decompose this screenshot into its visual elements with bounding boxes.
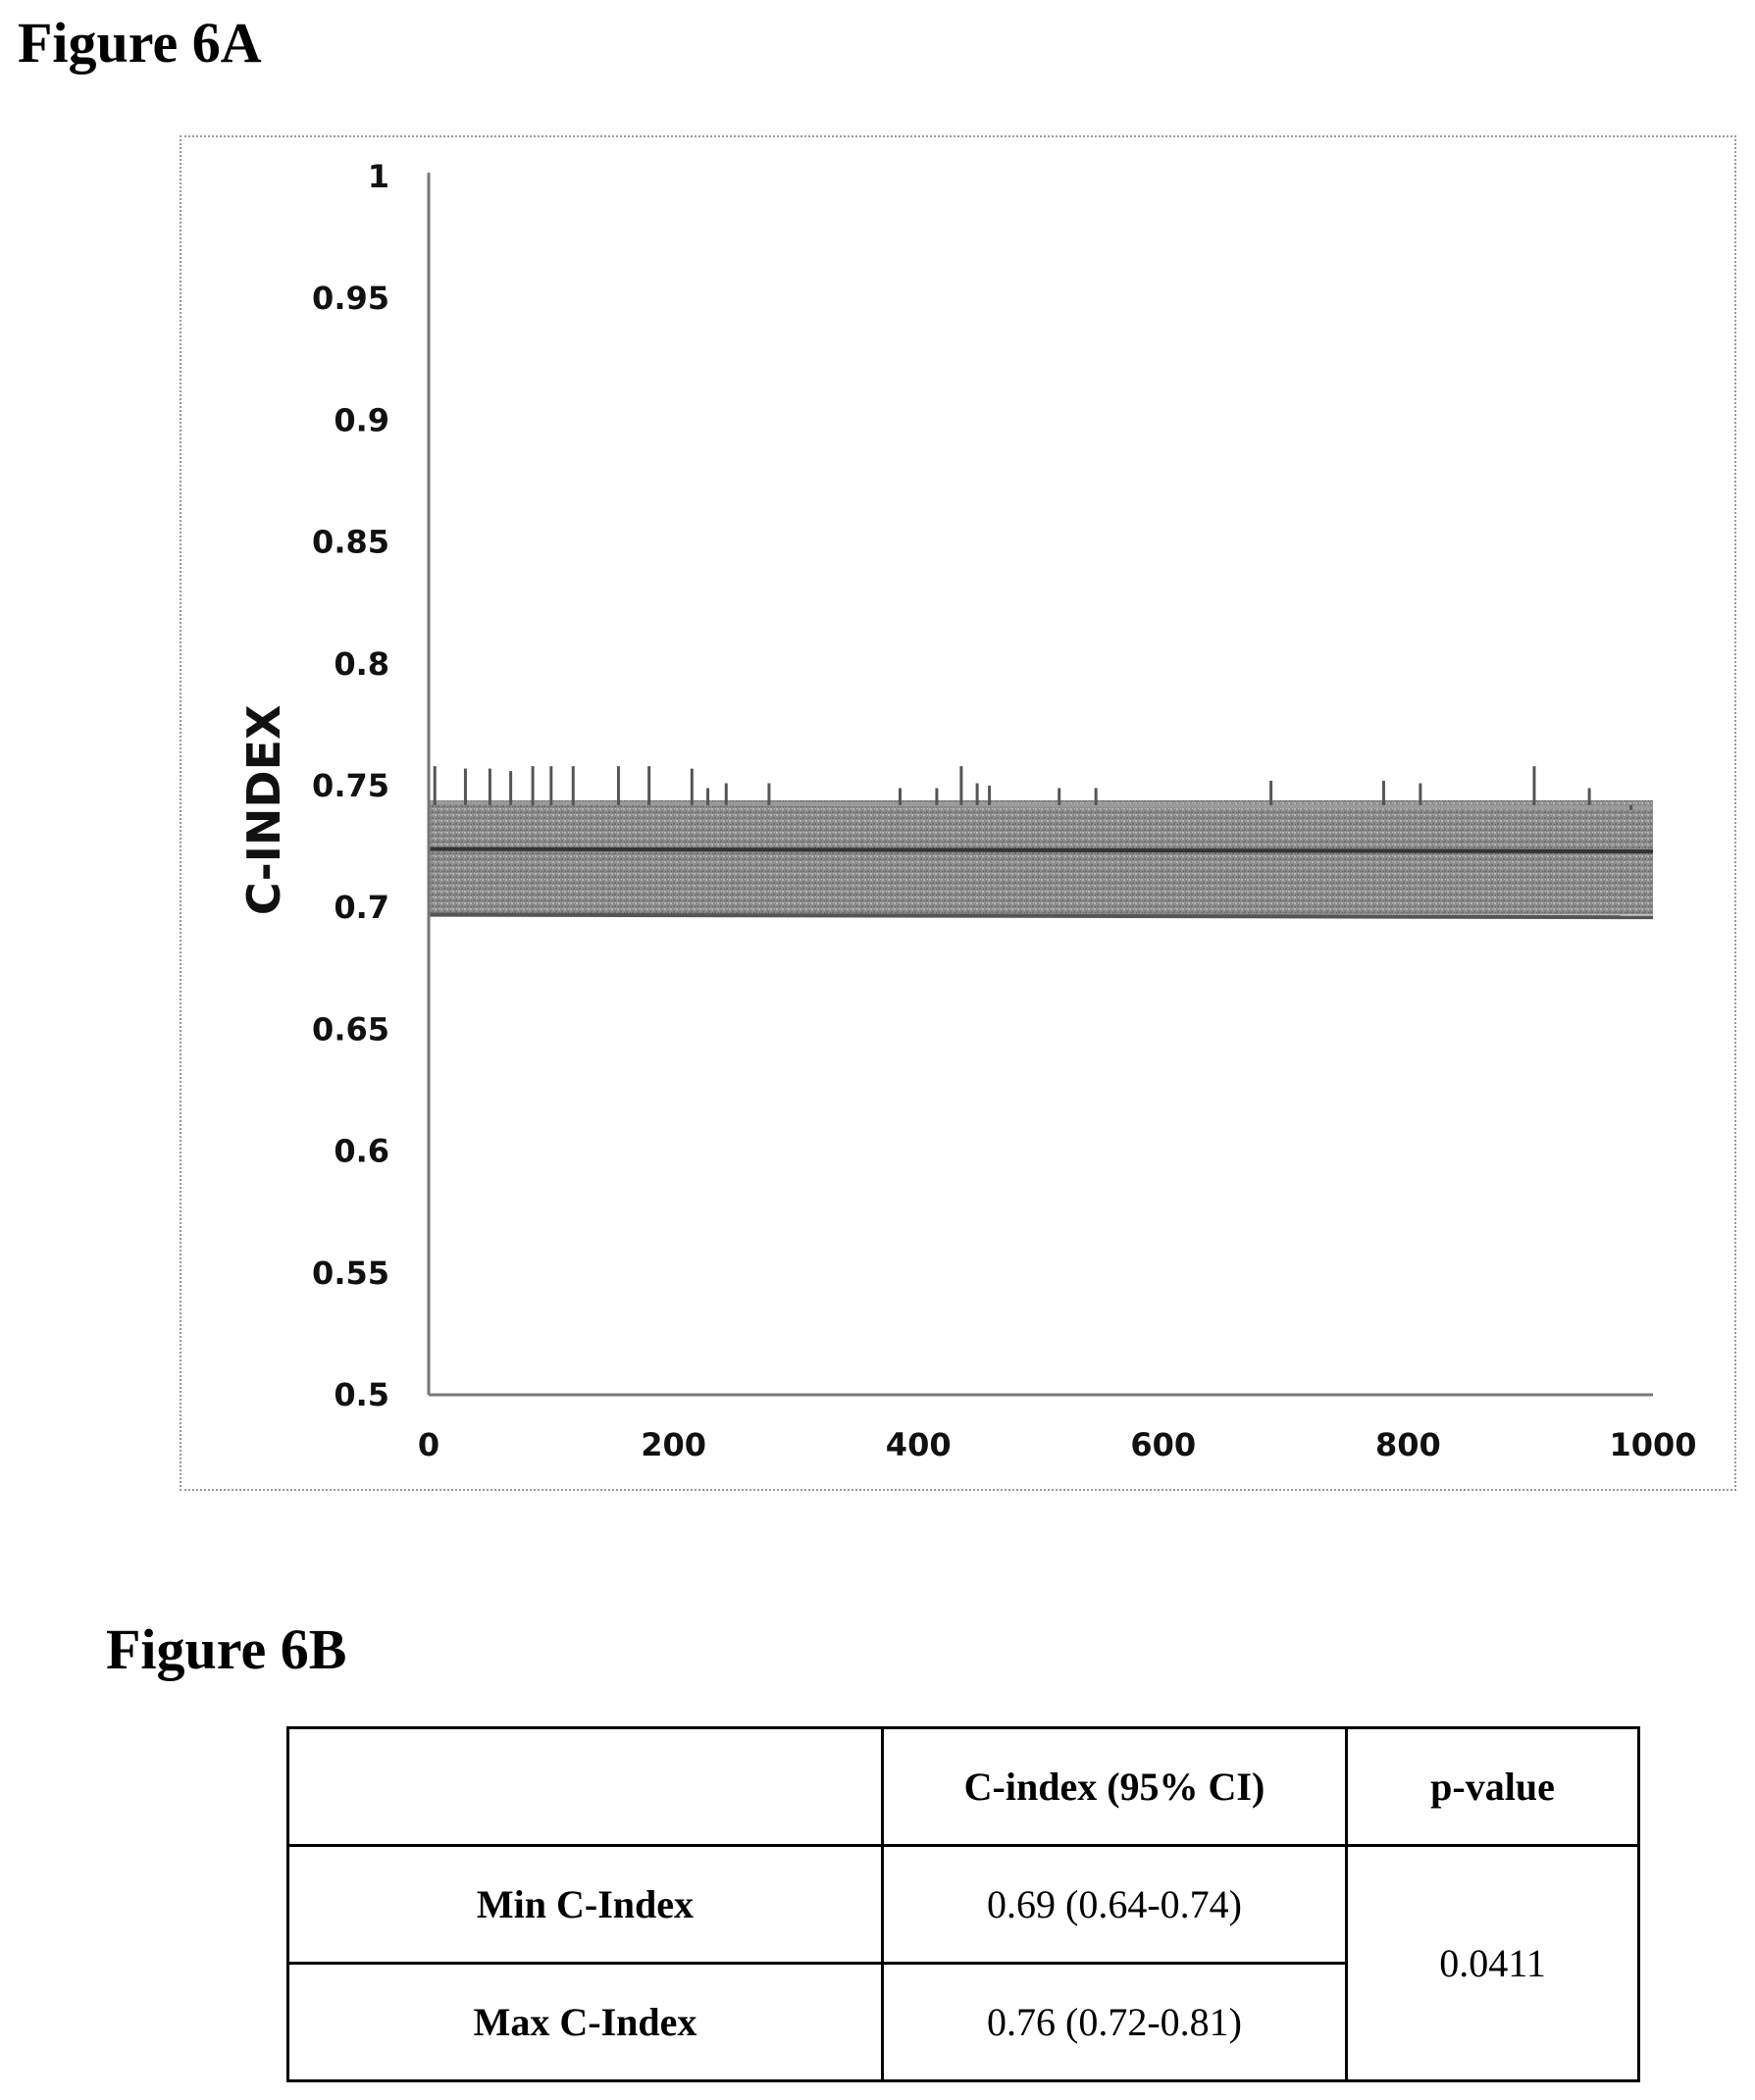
y-tick-label: 0.7 <box>334 889 389 926</box>
y-tick-label: 0.8 <box>334 645 389 683</box>
y-tick-label: 0.6 <box>334 1133 389 1170</box>
series-line <box>428 846 1654 854</box>
y-tick-label: 0.75 <box>312 767 389 804</box>
y-tick-label: 0.85 <box>312 524 389 561</box>
header-cell-empty <box>286 1726 884 1847</box>
x-tick-label: 0 <box>418 1426 439 1463</box>
x-tick-label: 400 <box>886 1426 952 1463</box>
ci-cell-min: 0.69 (0.64-0.74) <box>881 1844 1348 1965</box>
series-line <box>428 912 1654 920</box>
x-tick-label: 800 <box>1375 1426 1441 1463</box>
p-value-cell: 0.0411 <box>1345 1844 1640 2082</box>
y-tick-label: 0.95 <box>312 280 389 317</box>
header-cell-p-value: p-value <box>1345 1726 1640 1847</box>
y-tick-label: 0.9 <box>334 401 389 438</box>
x-tick-label: 1000 <box>1609 1426 1696 1463</box>
table-header-row: C-index (95% CI) p-value <box>286 1726 1640 1847</box>
chart-frame: 0.5 0.55 0.6 0.65 0.7 0.75 0.8 0.85 0.9 0.95 1 0 20… <box>180 135 1736 1491</box>
x-tick-label: 200 <box>641 1426 706 1463</box>
y-tick-label: 1 <box>368 158 389 195</box>
figure-6b-label: Figure 6B <box>106 1617 347 1681</box>
results-table: C-index (95% CI) p-value Min C-Index 0.6… <box>286 1726 1640 2082</box>
y-tick-label: 0.5 <box>334 1376 389 1413</box>
figure-6a-label: Figure 6A <box>18 11 262 75</box>
row-label-max: Max C-Index <box>286 1962 884 2082</box>
ci-cell-max: 0.76 (0.72-0.81) <box>881 1962 1348 2082</box>
y-tick-label: 0.65 <box>312 1010 389 1048</box>
c-index-band <box>429 799 1653 915</box>
series-line <box>428 800 1654 810</box>
x-tick-label: 600 <box>1130 1426 1196 1463</box>
table-row: Min C-Index 0.69 (0.64-0.74) 0.0411 <box>286 1844 1640 2082</box>
c-index-chart: 0.5 0.55 0.6 0.65 0.7 0.75 0.8 0.85 0.9 0.95 1 0 20… <box>237 158 1697 1463</box>
header-cell-c-index: C-index (95% CI) <box>881 1726 1348 1847</box>
row-label-min: Min C-Index <box>286 1844 884 1965</box>
table-row: Max C-Index 0.76 (0.72-0.81) <box>286 1962 1639 2082</box>
y-axis-title: C-INDEX <box>237 705 290 916</box>
y-tick-label: 0.55 <box>312 1255 389 1292</box>
